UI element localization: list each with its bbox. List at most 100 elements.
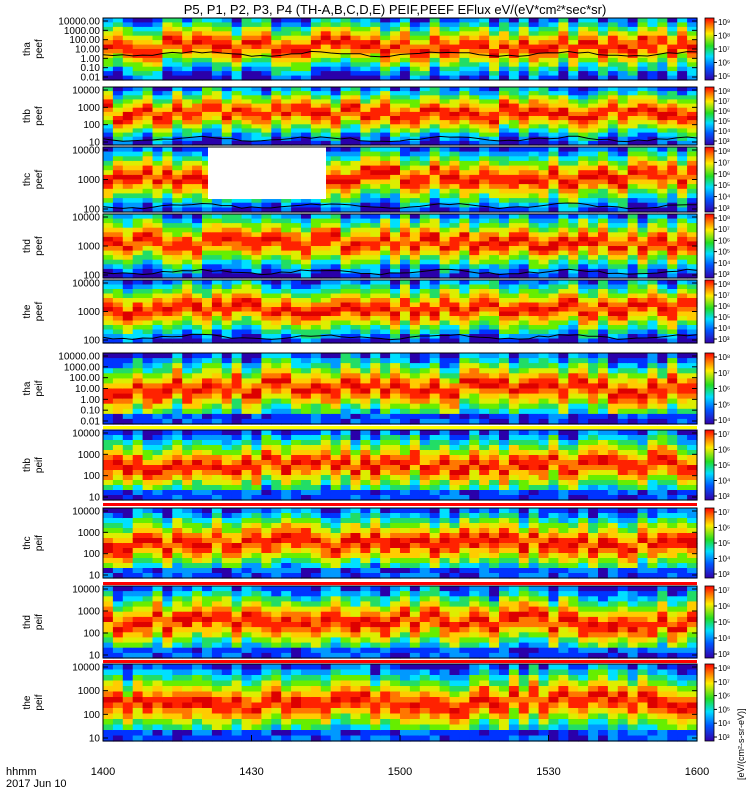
spectrogram-cell bbox=[380, 325, 391, 330]
spectrogram-cell bbox=[687, 22, 698, 27]
spectrogram-cell bbox=[489, 87, 500, 92]
spectrogram-cell bbox=[301, 237, 312, 242]
spectrogram-cell bbox=[459, 124, 470, 129]
spectrogram-cell bbox=[549, 22, 560, 27]
spectrogram-cell bbox=[648, 108, 659, 113]
spectrogram-cell bbox=[598, 246, 609, 251]
spectrogram-cell bbox=[608, 289, 619, 294]
spectrogram-cell bbox=[301, 45, 312, 50]
spectrogram-cell bbox=[608, 237, 619, 242]
spectrogram-cell bbox=[400, 147, 411, 152]
spectrogram-cell bbox=[529, 156, 540, 161]
spectrogram-cell bbox=[202, 27, 213, 32]
spectrogram-cell bbox=[380, 71, 391, 76]
spectrogram-cell bbox=[539, 353, 550, 359]
spectrogram-cell bbox=[628, 133, 639, 138]
spectrogram-cell bbox=[370, 307, 381, 312]
spectrogram-cell bbox=[618, 298, 629, 303]
spectrogram-cell bbox=[519, 133, 530, 138]
spectrogram-cell bbox=[420, 62, 431, 67]
spectrogram-cell bbox=[529, 58, 540, 63]
spectrogram-cell bbox=[341, 404, 352, 410]
spectrogram-cell bbox=[103, 264, 114, 269]
spectrogram-cell bbox=[410, 45, 421, 50]
spectrogram-cell bbox=[568, 307, 579, 312]
spectrogram-cell bbox=[341, 87, 352, 92]
spectrogram-cell bbox=[380, 358, 391, 364]
colorbar bbox=[705, 214, 714, 278]
spectrogram-cell bbox=[261, 389, 272, 395]
spectrogram-cell bbox=[479, 228, 490, 233]
spectrogram-cell bbox=[459, 18, 470, 23]
spectrogram-cell bbox=[598, 228, 609, 233]
spectrogram-cell bbox=[430, 40, 441, 45]
spectrogram-cell bbox=[588, 246, 599, 251]
spectrogram-cell bbox=[628, 255, 639, 260]
spectrogram-cell bbox=[321, 373, 332, 379]
spectrogram-cell bbox=[657, 189, 668, 194]
spectrogram-cell bbox=[509, 298, 520, 303]
spectrogram-cell bbox=[440, 193, 451, 198]
spectrogram-cell bbox=[667, 330, 678, 335]
spectrogram-cell bbox=[657, 108, 668, 113]
spectrogram-cell bbox=[539, 373, 550, 379]
spectrogram-cell bbox=[588, 104, 599, 109]
spectrogram-cell bbox=[172, 104, 183, 109]
spectrogram-cell bbox=[271, 228, 282, 233]
spectrogram-cell bbox=[677, 232, 688, 237]
spectrogram-cell bbox=[202, 31, 213, 36]
spectrogram-cell bbox=[648, 67, 659, 72]
spectrogram-cell bbox=[568, 303, 579, 308]
spectrogram-cell bbox=[440, 87, 451, 92]
spectrogram-cell bbox=[162, 189, 173, 194]
spectrogram-cell bbox=[321, 228, 332, 233]
spectrogram-cell bbox=[657, 166, 668, 171]
spectrogram-cell bbox=[459, 404, 470, 410]
spectrogram-cell bbox=[252, 22, 263, 27]
spectrogram-cell bbox=[509, 246, 520, 251]
spectrogram-cell bbox=[271, 316, 282, 321]
spectrogram-cell bbox=[499, 414, 510, 420]
spectrogram-cell bbox=[351, 71, 362, 76]
spectrogram-cell bbox=[123, 312, 134, 317]
spectrogram-cell bbox=[430, 325, 441, 330]
spectrogram-cell bbox=[440, 414, 451, 420]
spectrogram-cell bbox=[638, 116, 649, 121]
spectrogram-cell bbox=[192, 99, 203, 104]
spectrogram-cell bbox=[440, 321, 451, 326]
spectrogram-cell bbox=[252, 316, 263, 321]
spectrogram-cell bbox=[509, 399, 520, 405]
spectrogram-cell bbox=[331, 62, 342, 67]
spectrogram-cell bbox=[410, 237, 421, 242]
spectrogram-cell bbox=[440, 161, 451, 166]
spectrogram-cell bbox=[440, 289, 451, 294]
spectrogram-cell bbox=[450, 414, 461, 420]
spectrogram-cell bbox=[143, 22, 154, 27]
spectrogram-cell bbox=[618, 175, 629, 180]
spectrogram-cell bbox=[212, 214, 223, 219]
spectrogram-cell bbox=[291, 264, 302, 269]
spectrogram-cell bbox=[578, 27, 589, 32]
spectrogram-cell bbox=[252, 289, 263, 294]
spectrogram-cell bbox=[558, 71, 569, 76]
spectrogram-cell bbox=[291, 58, 302, 63]
spectrogram-cell bbox=[519, 312, 530, 317]
spectrogram-cell bbox=[450, 264, 461, 269]
spectrogram-cell bbox=[420, 316, 431, 321]
spectrogram-cell bbox=[558, 189, 569, 194]
spectrogram-cell bbox=[162, 22, 173, 27]
spectrogram-cell bbox=[578, 170, 589, 175]
spectrogram-cell bbox=[549, 120, 560, 125]
spectrogram-cell bbox=[222, 358, 233, 364]
spectrogram-cell bbox=[469, 152, 480, 157]
spectrogram-cell bbox=[539, 289, 550, 294]
spectrogram-cell bbox=[450, 124, 461, 129]
spectrogram-cell bbox=[321, 71, 332, 76]
spectrogram-cell bbox=[212, 289, 223, 294]
spectrogram-cell bbox=[291, 223, 302, 228]
spectrogram-cell bbox=[519, 124, 530, 129]
colorbar-tick-label: 10⁶ bbox=[718, 59, 730, 68]
spectrogram-cell bbox=[212, 104, 223, 109]
spectrogram-cell bbox=[677, 316, 688, 321]
spectrogram-cell bbox=[103, 219, 114, 224]
